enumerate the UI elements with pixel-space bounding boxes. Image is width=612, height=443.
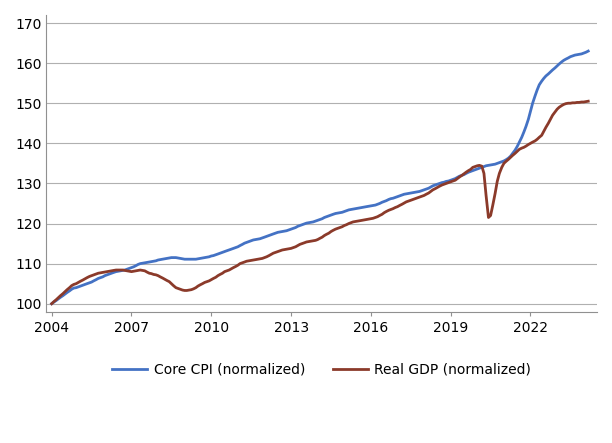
Legend: Core CPI (normalized), Real GDP (normalized): Core CPI (normalized), Real GDP (normali…: [106, 357, 537, 382]
Core CPI (normalized): [289, 225, 297, 231]
Core CPI (normalized): [347, 207, 354, 212]
Real GDP (normalized): [558, 103, 565, 108]
Real GDP (normalized): [347, 220, 354, 225]
Line: Real GDP (normalized): Real GDP (normalized): [51, 101, 588, 304]
Line: Core CPI (normalized): Core CPI (normalized): [51, 51, 588, 304]
Core CPI (normalized): [558, 59, 565, 65]
Real GDP (normalized): [584, 98, 592, 104]
Real GDP (normalized): [79, 277, 86, 283]
Core CPI (normalized): [48, 301, 55, 307]
Real GDP (normalized): [289, 245, 297, 250]
Real GDP (normalized): [305, 239, 313, 244]
Real GDP (normalized): [228, 266, 235, 272]
Core CPI (normalized): [305, 220, 313, 225]
Core CPI (normalized): [228, 246, 235, 252]
Core CPI (normalized): [79, 283, 86, 288]
Real GDP (normalized): [48, 301, 55, 307]
Core CPI (normalized): [584, 48, 592, 54]
